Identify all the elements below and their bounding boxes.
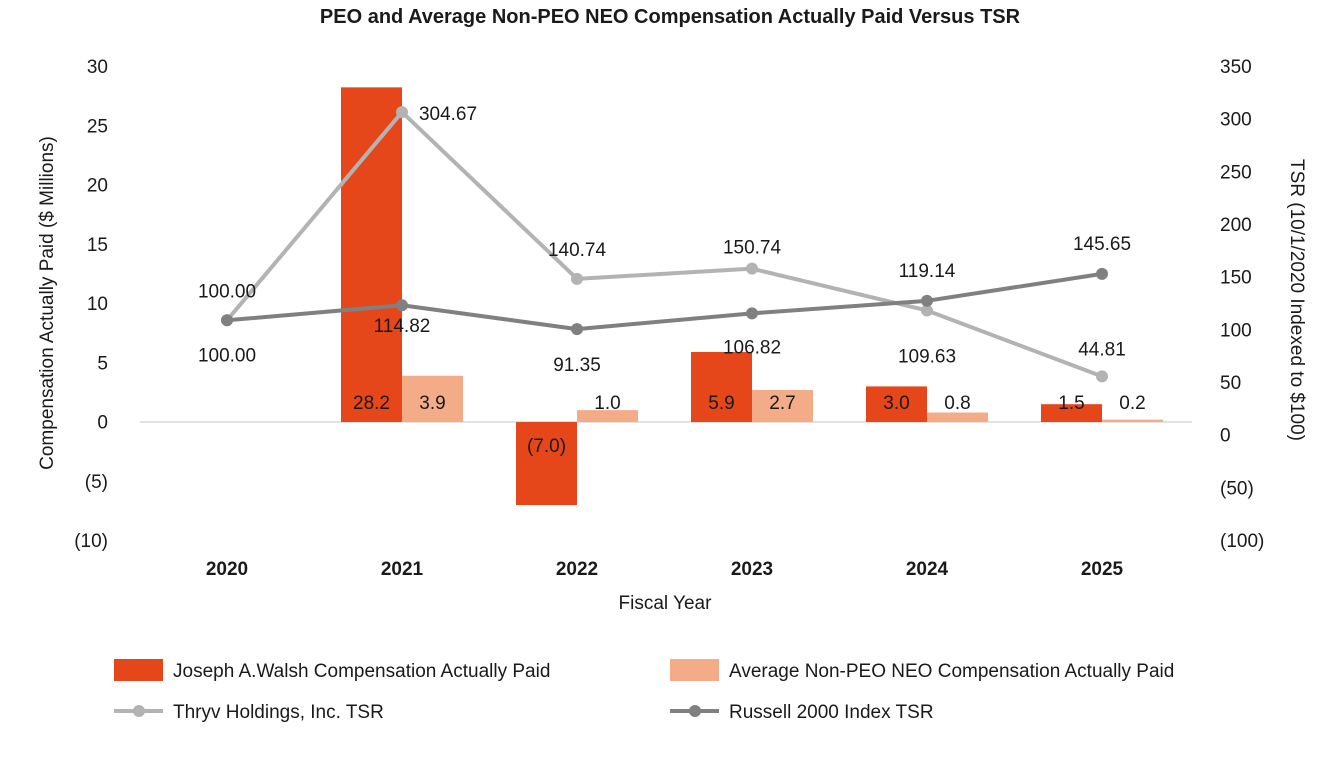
legend-label: Joseph A.Walsh Compensation Actually Pai… — [173, 661, 550, 682]
tsr-point — [1096, 370, 1108, 383]
bar-data-label: (7.0) — [527, 436, 566, 457]
tsr-data-label: 44.81 — [1078, 339, 1126, 360]
tsr-point — [1096, 267, 1108, 280]
y-tick-label: 30 — [87, 57, 108, 78]
legend-swatch — [114, 659, 163, 681]
chart-title: PEO and Average Non-PEO NEO Compensation… — [320, 6, 1021, 28]
tsr-data-label: 150.74 — [723, 238, 782, 259]
y2-tick-label: 250 — [1220, 162, 1252, 183]
bar — [577, 410, 638, 422]
bar — [752, 389, 813, 422]
bar — [516, 422, 577, 506]
tsr-line — [225, 110, 1103, 379]
bars: 28.2 (7.0) 5.9 3.0 1.5 3.9 1.0 2.7 0.8 0.2 — [341, 87, 1163, 506]
y-tick-label: 25 — [87, 116, 108, 137]
legend-label: Thryv Holdings, Inc. TSR — [173, 702, 384, 723]
tsr-point — [921, 304, 933, 317]
y2-axis-label: TSR (10/1/2020 Indexed to $100) — [1286, 159, 1307, 441]
x-tick-label: 2024 — [906, 559, 949, 580]
legend-label: Russell 2000 Index TSR — [729, 702, 934, 723]
tsr-lines: 100.00 304.67 140.74 150.74 109.63 44.81 100.0… — [198, 104, 1131, 383]
tsr-data-label: 304.67 — [419, 104, 477, 125]
x-tick-label: 2022 — [556, 559, 598, 580]
bar — [866, 386, 927, 422]
x-tick-label: 2021 — [381, 559, 424, 580]
y2-tick-label: 100 — [1220, 320, 1252, 341]
tsr-data-label: 100.00 — [198, 345, 256, 366]
bar-data-label: 3.9 — [419, 393, 445, 414]
bar-data-label: 0.8 — [944, 393, 970, 414]
tsr-data-label: 119.14 — [899, 261, 956, 282]
y2-tick-label: (50) — [1220, 478, 1254, 499]
x-tick-label: 2025 — [1081, 559, 1124, 580]
y-tick-label: 5 — [97, 353, 108, 374]
x-tick-label: 2023 — [731, 559, 773, 580]
tsr-point — [571, 272, 583, 285]
x-axis-ticks: 2020 2021 2022 2023 2024 2025 — [206, 559, 1124, 580]
bar-data-label: 1.5 — [1058, 393, 1084, 414]
y-tick-label: (10) — [74, 531, 108, 552]
tsr-point — [396, 299, 408, 312]
y-tick-label: (5) — [85, 472, 108, 493]
y2-tick-label: 200 — [1220, 215, 1252, 236]
x-tick-label: 2020 — [206, 559, 248, 580]
tsr-point — [571, 323, 583, 336]
y2-tick-label: (100) — [1220, 531, 1264, 552]
tsr-data-label: 140.74 — [548, 240, 607, 261]
x-axis-label: Fiscal Year — [619, 593, 713, 614]
y2-tick-label: 0 — [1220, 426, 1231, 447]
bar-data-label: 28.2 — [353, 393, 390, 414]
y-axis-label: Compensation Actually Paid ($ Millions) — [37, 136, 58, 470]
y2-tick-label: 50 — [1220, 373, 1241, 394]
tsr-point — [921, 294, 933, 307]
tsr-data-label: 106.82 — [723, 337, 781, 358]
y2-tick-label: 300 — [1220, 110, 1252, 131]
bar — [402, 375, 463, 422]
bar — [341, 87, 402, 423]
legend-label: Average Non-PEO NEO Compensation Actuall… — [729, 661, 1174, 682]
tsr-point — [746, 262, 758, 275]
y-tick-label: 20 — [87, 176, 108, 197]
legend-marker — [689, 705, 701, 717]
legend-marker — [133, 705, 145, 717]
tsr-point — [396, 106, 408, 119]
legend-swatch — [670, 659, 719, 681]
bar — [1041, 404, 1102, 422]
bar-data-label: 5.9 — [708, 393, 734, 414]
y-tick-label: 15 — [87, 235, 108, 256]
bar-data-label: 0.2 — [1119, 393, 1145, 414]
legend: Joseph A.Walsh Compensation Actually Pai… — [114, 659, 1174, 723]
bar-data-label: 2.7 — [769, 393, 795, 414]
y-tick-label: 0 — [97, 413, 108, 434]
tsr-data-label: 100.00 — [198, 281, 256, 302]
bar — [691, 351, 752, 422]
tsr-data-label: 145.65 — [1073, 234, 1131, 255]
y2-axis-ticks: 350 300 250 200 150 100 50 0 (50) (100) — [1220, 57, 1264, 552]
bar-data-label: 3.0 — [883, 393, 909, 414]
bar — [1102, 419, 1163, 422]
y-tick-label: 10 — [87, 294, 108, 315]
y2-tick-label: 150 — [1220, 268, 1252, 289]
tsr-point — [746, 307, 758, 320]
tsr-data-label: 91.35 — [553, 355, 601, 376]
tsr-data-label: 109.63 — [898, 346, 956, 367]
tsr-line — [226, 271, 1103, 332]
tsr-data-label: 114.82 — [374, 316, 431, 337]
bar — [927, 412, 988, 422]
y2-tick-label: 350 — [1220, 57, 1252, 78]
tsr-point — [221, 314, 233, 327]
bar-data-label: 1.0 — [594, 393, 620, 414]
y-axis-ticks: 30 25 20 15 10 5 0 (5) (10) — [74, 57, 108, 552]
